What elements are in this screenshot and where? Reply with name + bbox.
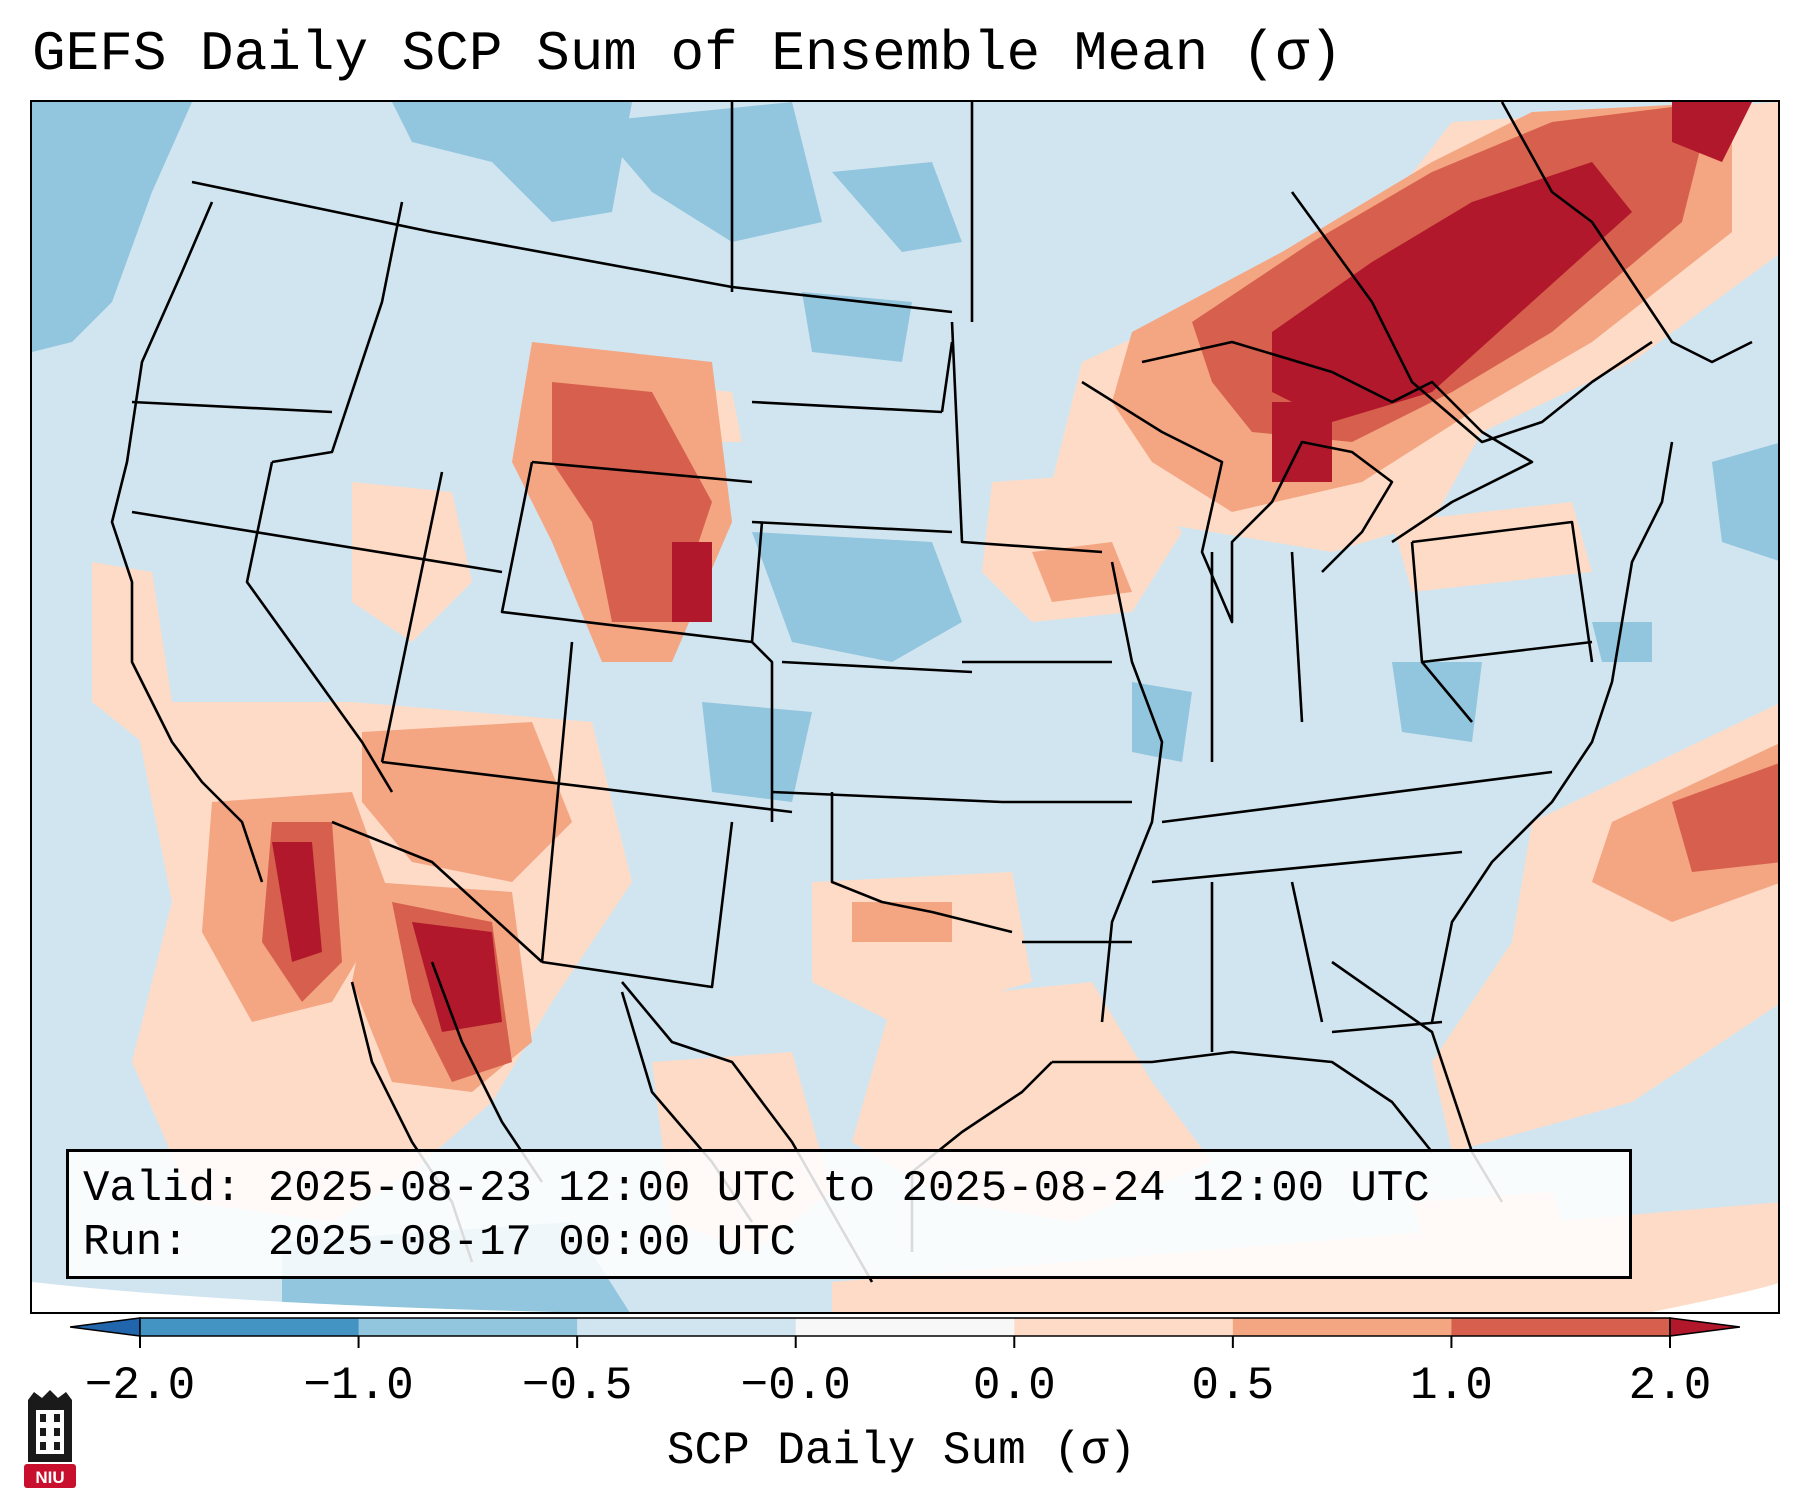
colorbar-tick-label: 2.0 <box>1628 1360 1712 1412</box>
run-label: Run: <box>83 1218 189 1268</box>
valid-value: 2025-08-23 12:00 UTC to 2025-08-24 12:00… <box>267 1164 1430 1214</box>
state-borders <box>110 102 1753 1283</box>
run-row: Run: 2025-08-17 00:00 UTC <box>83 1216 1615 1270</box>
map-panel[interactable] <box>30 100 1780 1314</box>
colorbar-tick-label: −1.0 <box>303 1360 414 1412</box>
colorbar-tick-label: −0.0 <box>740 1360 851 1412</box>
scp-shading <box>32 102 1778 1312</box>
positive-anomaly-max <box>272 102 1752 1032</box>
colorbar-tick-label: 0.0 <box>972 1360 1056 1412</box>
colorbar-segment <box>577 1318 797 1336</box>
colorbar <box>70 1317 1740 1348</box>
map-canvas <box>32 102 1778 1312</box>
colorbar-segment <box>1014 1318 1234 1336</box>
colorbar-over-extension <box>1669 1317 1740 1337</box>
colorbar-segment <box>358 1318 578 1336</box>
colorbar-under-extension <box>70 1317 141 1337</box>
colorbar-tick-label: 0.5 <box>1191 1360 1275 1412</box>
colorbar-tick-label: 1.0 <box>1410 1360 1493 1412</box>
map-title: GEFS Daily SCP Sum of Ensemble Mean (σ) <box>32 22 1343 86</box>
colorbar-tick-label: −2.0 <box>84 1360 196 1412</box>
colorbar-outline <box>139 1317 1671 1337</box>
colorbar-segment <box>1232 1318 1452 1336</box>
colorbar-segment <box>1451 1318 1671 1336</box>
colorbar-tick-label: −0.5 <box>521 1360 633 1412</box>
colorbar-segment <box>140 1318 360 1336</box>
colorbar-label: SCP Daily Sum (σ) <box>666 1425 1137 1477</box>
niu-logo-text: NIU <box>35 1468 64 1487</box>
colorbar-segment <box>795 1318 1015 1336</box>
validity-info-box: Valid: 2025-08-23 12:00 UTC to 2025-08-2… <box>66 1149 1632 1279</box>
niu-tower-icon: NIU <box>24 1390 76 1488</box>
valid-row: Valid: 2025-08-23 12:00 UTC to 2025-08-2… <box>83 1162 1615 1216</box>
run-value: 2025-08-17 00:00 UTC <box>267 1218 796 1268</box>
valid-label: Valid: <box>83 1164 242 1214</box>
